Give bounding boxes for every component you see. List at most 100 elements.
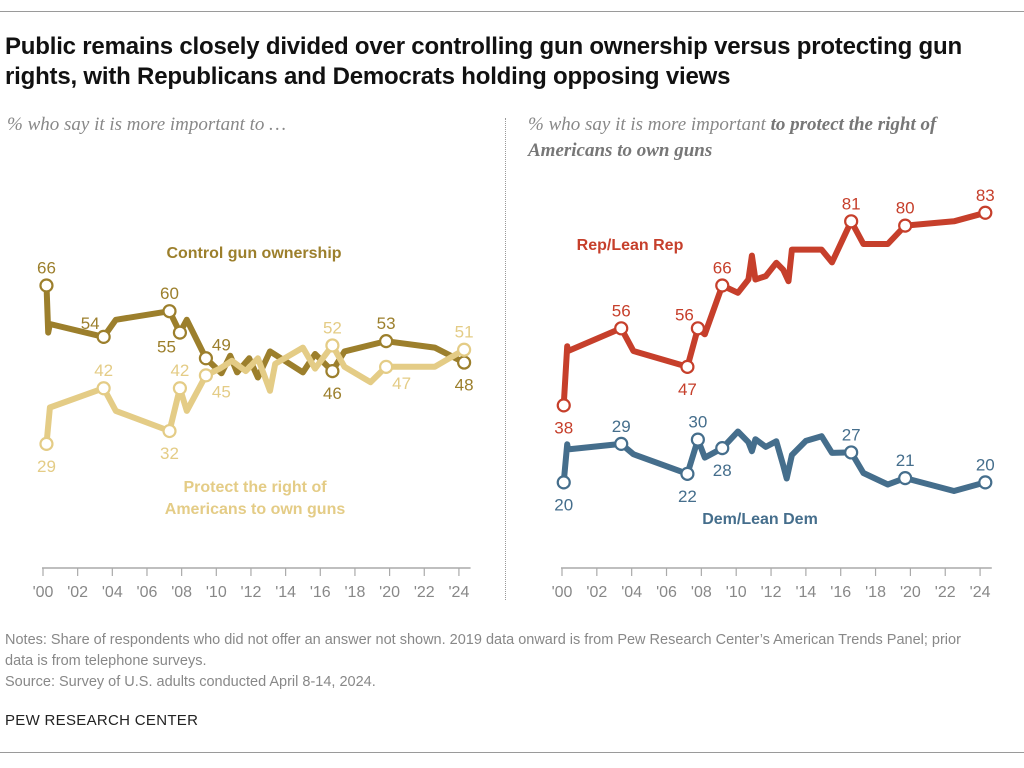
data-label: 21 — [896, 451, 915, 470]
data-point-marker — [325, 364, 340, 379]
data-label: 66 — [37, 259, 56, 278]
data-point-marker — [898, 471, 913, 486]
data-label: 49 — [212, 335, 231, 354]
data-point-marker — [614, 436, 629, 451]
x-tick-label: '22 — [935, 584, 956, 601]
x-tick-label: '04 — [102, 584, 123, 601]
right-subtitle-prefix: % who say it is more important — [528, 114, 771, 135]
data-point-marker — [198, 368, 214, 383]
data-label: 51 — [455, 323, 474, 342]
data-point-marker — [457, 355, 472, 370]
data-label: 80 — [896, 199, 915, 218]
data-point-marker — [680, 359, 695, 374]
data-point-marker — [844, 445, 859, 460]
x-tick-label: '18 — [345, 584, 366, 601]
x-tick-label: '18 — [865, 584, 886, 601]
data-point-marker — [898, 218, 913, 233]
x-tick-label: '10 — [726, 584, 747, 601]
bottom-rule — [0, 752, 1024, 753]
data-label: 27 — [842, 425, 861, 444]
x-tick-label: '12 — [761, 584, 782, 601]
notes-text: Notes: Share of respondents who did not … — [5, 632, 961, 669]
data-point-marker — [690, 432, 705, 447]
x-tick-label: '00 — [33, 584, 54, 601]
panel-divider — [505, 118, 506, 600]
x-tick-label: '10 — [206, 584, 227, 601]
data-label: 29 — [612, 417, 631, 436]
data-point-marker — [198, 351, 214, 366]
top-rule — [0, 11, 1024, 12]
data-label: 47 — [392, 374, 411, 393]
data-label: 30 — [688, 413, 707, 432]
x-tick-label: '04 — [621, 584, 642, 601]
data-label: 20 — [976, 455, 995, 474]
data-point-marker — [556, 398, 571, 413]
x-tick-label: '24 — [448, 584, 469, 601]
data-point-marker — [39, 436, 54, 451]
data-point-marker — [457, 342, 472, 357]
data-label: 60 — [160, 284, 179, 303]
data-label: 28 — [713, 461, 732, 480]
data-label: 81 — [842, 194, 861, 213]
data-label: 38 — [554, 418, 573, 437]
data-point-marker — [556, 475, 571, 490]
x-tick-label: '24 — [970, 584, 991, 601]
data-point-marker — [614, 321, 629, 336]
right-subtitle-emphasis: to protect the right of Americans to own… — [528, 114, 937, 161]
source-text: Source: Survey of U.S. adults conducted … — [5, 674, 376, 690]
data-point-marker — [325, 338, 340, 353]
series-label-control: Control gun ownership — [166, 245, 342, 262]
x-tick-label: '08 — [691, 584, 712, 601]
data-point-marker — [162, 304, 177, 319]
data-point-marker — [379, 334, 394, 349]
data-point-marker — [96, 381, 111, 396]
data-label: 48 — [455, 376, 474, 395]
x-tick-label: '16 — [310, 584, 331, 601]
series-label-protect: Protect the right of Americans to own gu… — [164, 479, 346, 518]
data-label: 46 — [323, 384, 342, 403]
series-line — [560, 428, 989, 494]
left-subtitle: % who say it is more important to … — [7, 114, 287, 135]
right-subtitle: % who say it is more important to protec… — [528, 112, 1018, 164]
series-line — [43, 342, 468, 447]
data-point-marker — [690, 321, 705, 336]
data-label: 32 — [160, 444, 179, 463]
x-tick-label: '06 — [656, 584, 677, 601]
data-point-marker — [172, 325, 188, 340]
x-tick-label: '02 — [67, 584, 88, 601]
data-point-marker — [715, 278, 730, 293]
data-point-marker — [162, 423, 177, 439]
data-label: 55 — [157, 338, 176, 357]
data-point-marker — [39, 278, 54, 293]
x-tick-label: '06 — [137, 584, 158, 601]
notes: Notes: Share of respondents who did not … — [5, 630, 1005, 693]
series-label-dem: Dem/Lean Dem — [702, 511, 818, 528]
data-point-marker — [172, 381, 188, 396]
x-tick-label: '12 — [241, 584, 262, 601]
brand-logo-text: PEW RESEARCH CENTER — [5, 712, 199, 729]
x-tick-label: '00 — [552, 584, 573, 601]
data-label: 42 — [94, 361, 113, 380]
data-label: 66 — [713, 259, 732, 278]
x-tick-label: '02 — [586, 584, 607, 601]
x-tick-label: '22 — [414, 584, 435, 601]
x-tick-label: '08 — [171, 584, 192, 601]
data-point-marker — [978, 475, 993, 490]
x-tick-label: '20 — [379, 584, 400, 601]
data-label: 47 — [678, 380, 697, 399]
x-tick-label: '20 — [900, 584, 921, 601]
data-point-marker — [680, 466, 695, 481]
data-label: 83 — [976, 186, 995, 205]
data-point-marker — [844, 214, 859, 229]
data-label: 54 — [81, 314, 100, 333]
data-label: 45 — [212, 382, 231, 401]
data-label: 20 — [554, 495, 573, 514]
data-label: 22 — [678, 487, 697, 506]
x-tick-label: '16 — [830, 584, 851, 601]
series-label-rep: Rep/Lean Rep — [576, 237, 684, 254]
x-tick-label: '14 — [795, 584, 816, 601]
data-label: 52 — [323, 318, 342, 337]
data-point-marker — [715, 441, 730, 456]
data-point-marker — [978, 205, 993, 220]
